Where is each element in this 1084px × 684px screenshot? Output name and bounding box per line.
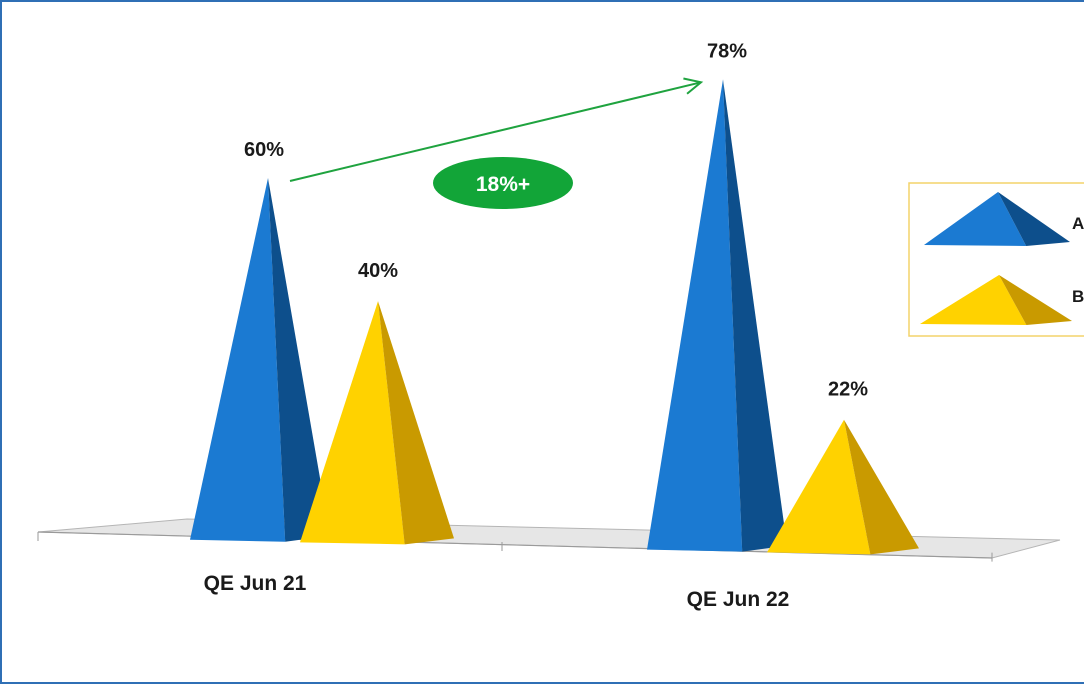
growth-badge <box>433 157 573 209</box>
pyramid-side-face <box>723 79 787 552</box>
data-label-a-0: 60% <box>244 139 284 161</box>
pyramid-a-0 <box>190 177 330 542</box>
pyramid-a-1 <box>647 79 787 552</box>
data-label-a-1: 78% <box>707 40 747 62</box>
legend-swatch-b <box>920 275 1027 325</box>
pyramid-side-face <box>378 301 454 545</box>
x-tick-label: QE Jun 21 <box>204 572 307 595</box>
pyramid-side-face <box>844 419 919 555</box>
pyramid-front-face <box>647 79 743 552</box>
x-tick-label: QE Jun 22 <box>687 588 790 611</box>
growth-badge-text: 18%+ <box>476 173 530 196</box>
legend-swatch-a <box>924 192 1027 246</box>
pyramid-front-face <box>300 301 405 545</box>
pyramid-front-face <box>767 419 871 555</box>
growth-arrow-head <box>683 77 704 95</box>
pyramid-b-1 <box>767 419 919 555</box>
pyramid-side-face <box>268 177 330 542</box>
legend: AB <box>908 182 1084 337</box>
legend-swatch-side-b <box>999 275 1072 325</box>
legend-label-a: A <box>1072 214 1084 233</box>
legend-swatch-side-a <box>998 192 1070 246</box>
legend-label-b: B <box>1072 287 1084 306</box>
growth-arrow-line <box>289 81 702 182</box>
pyramid-b-0 <box>300 301 454 545</box>
pyramid-front-face <box>190 177 286 542</box>
data-label-b-1: 22% <box>828 379 868 401</box>
data-label-b-0: 40% <box>358 260 398 282</box>
